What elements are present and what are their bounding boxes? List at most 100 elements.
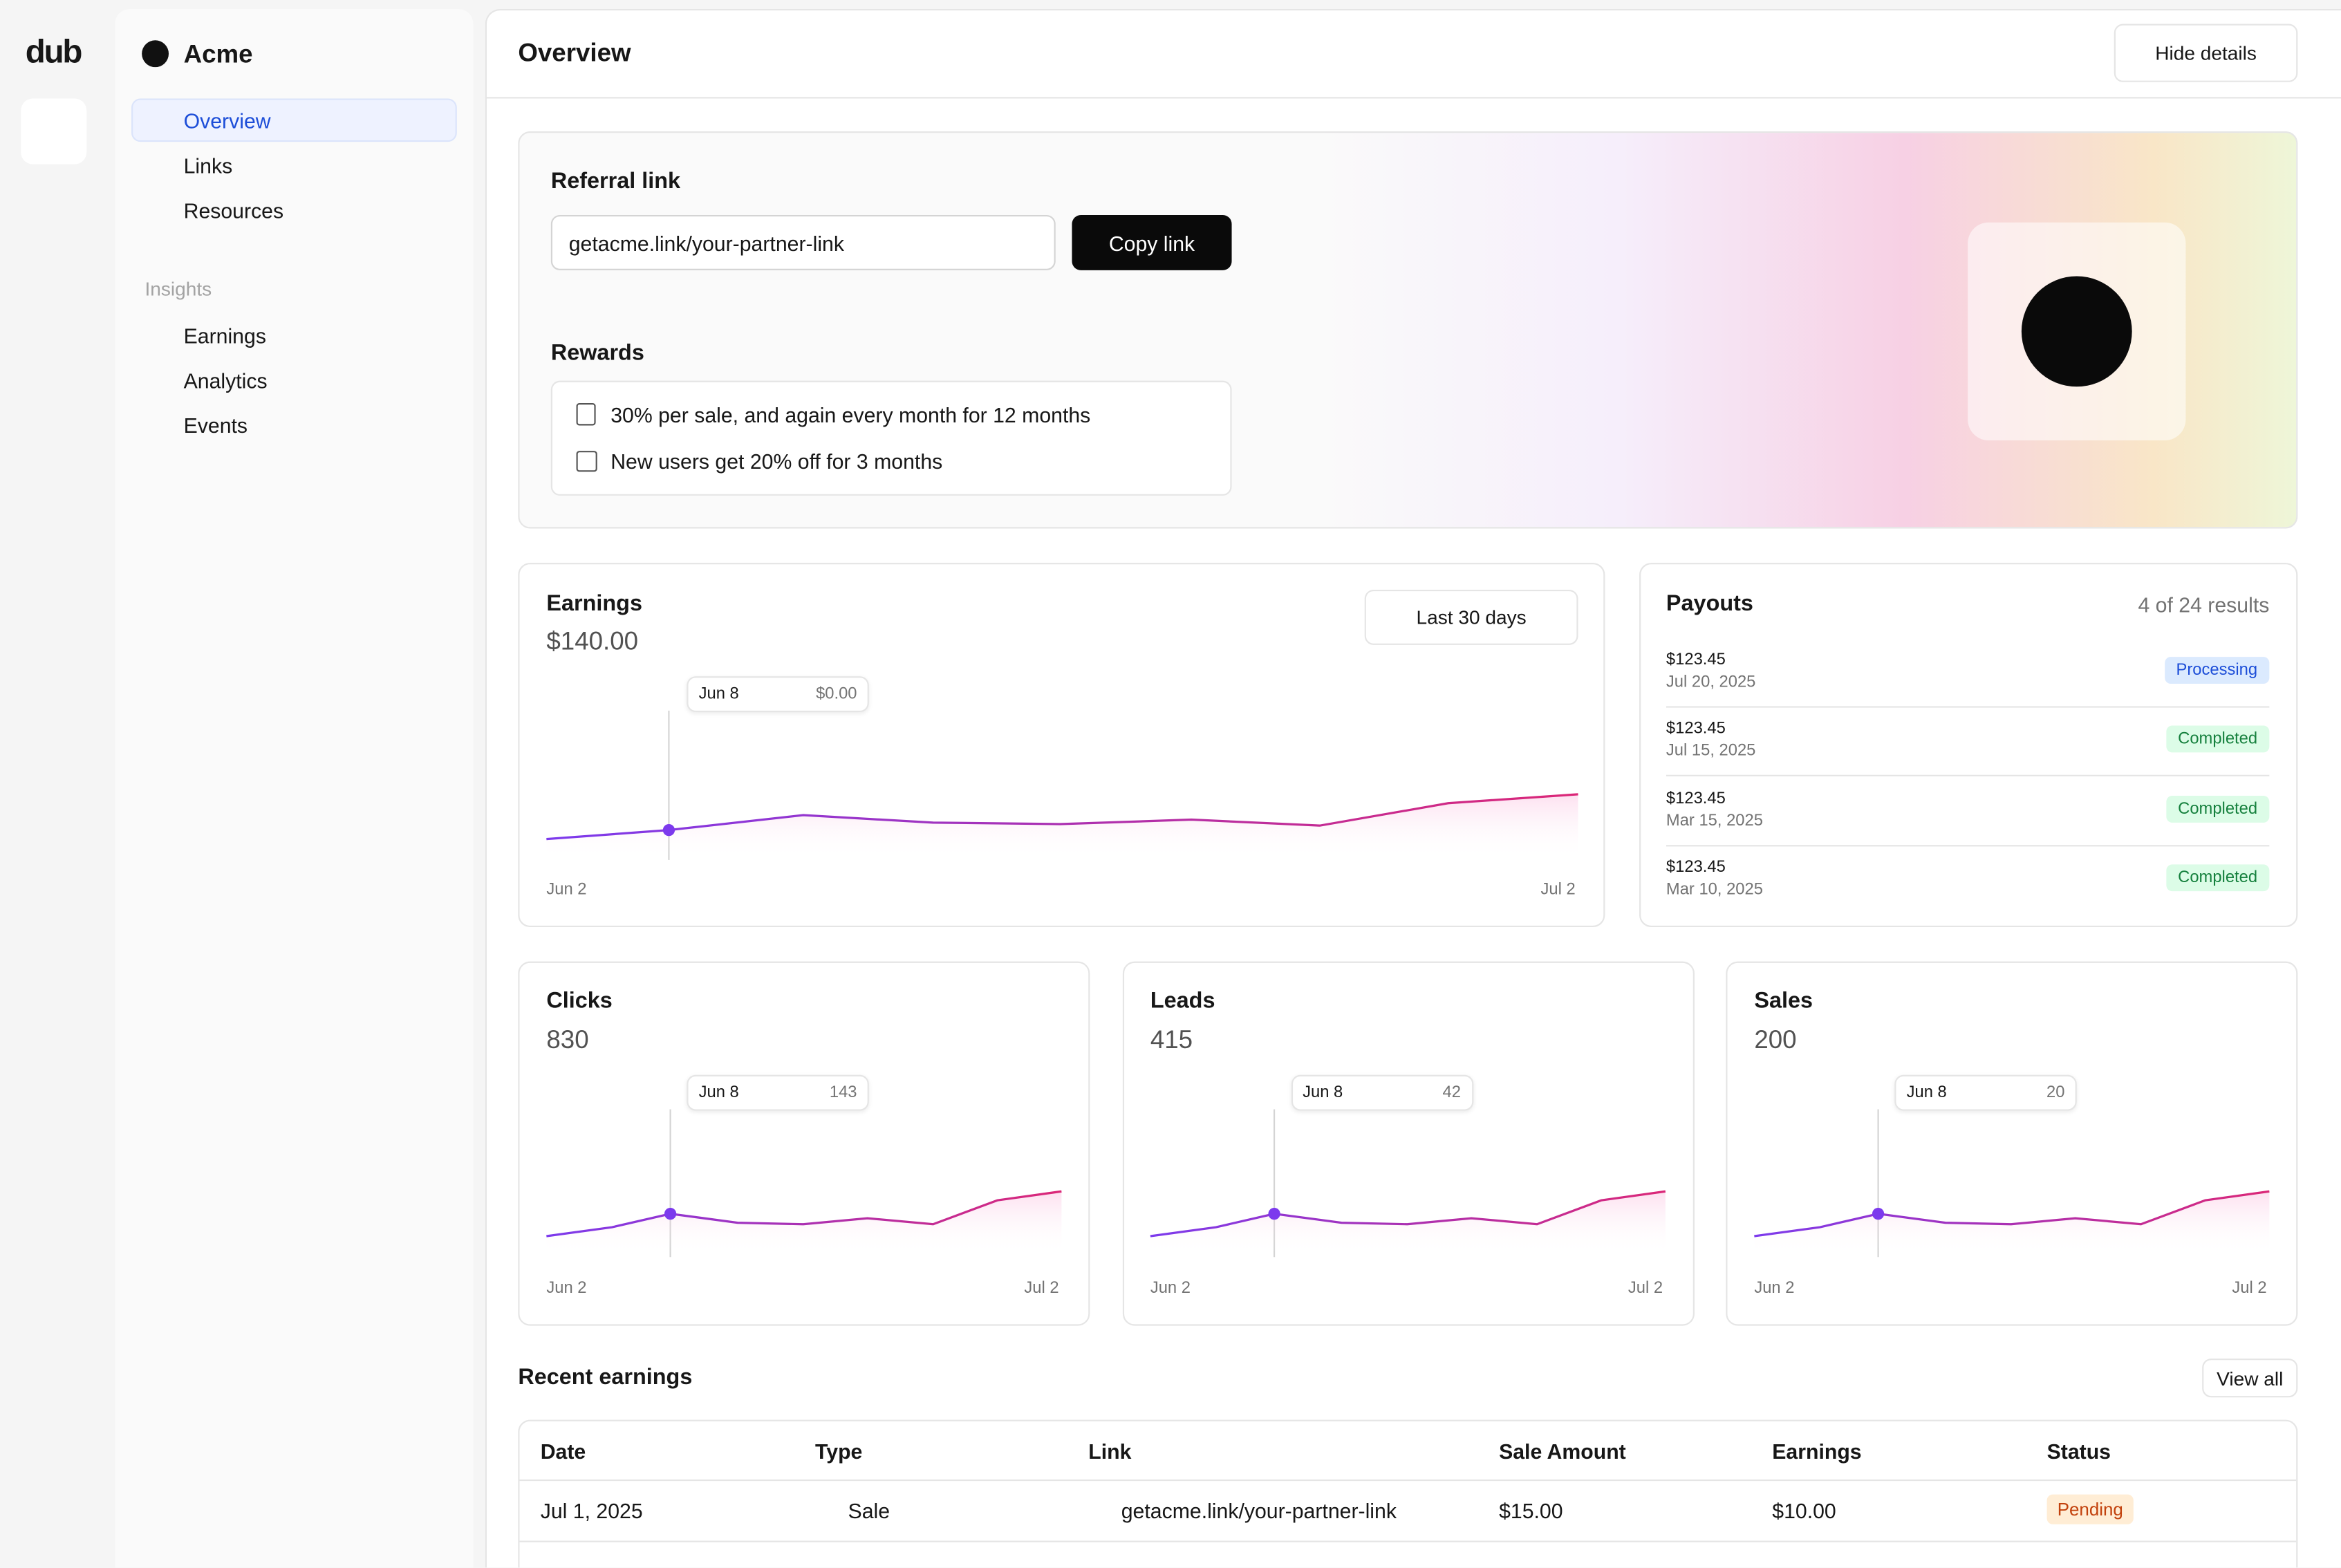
card-total: 415 [1150, 1025, 1193, 1054]
payout-status: Processing [2164, 657, 2270, 684]
x-label: Jul 2 [1024, 1279, 1059, 1298]
column-header[interactable]: Link [1088, 1439, 1132, 1464]
nav-item[interactable]: Events [183, 413, 248, 438]
x-label: Jun 2 [1150, 1279, 1191, 1298]
card-total: 830 [546, 1025, 589, 1054]
tooltip: Jun 8 20 [1894, 1074, 2077, 1111]
stat-card [1121, 961, 1694, 1326]
card-title: Earnings [546, 591, 642, 617]
payout-date: Jul 15, 2025 [1666, 742, 1756, 760]
button-label: View all [2217, 1366, 2284, 1390]
cell: Sale [848, 1499, 890, 1523]
tooltip-value: 42 [1442, 1083, 1462, 1102]
column-header[interactable]: Earnings [1772, 1439, 1862, 1464]
logo: dub [25, 32, 83, 71]
payout-date: Mar 10, 2025 [1666, 880, 1763, 899]
card-title: Leads [1150, 988, 1215, 1014]
card-title: Clicks [546, 988, 613, 1014]
brand-logo [2021, 276, 2132, 387]
line [1754, 1190, 2270, 1238]
payout-date: Mar 15, 2025 [1666, 811, 1763, 830]
card-title: Sales [1754, 988, 1813, 1014]
tooltip-date: Jun 8 [1303, 1083, 1343, 1102]
nav-item[interactable]: Resources [183, 198, 284, 223]
card-total: 200 [1754, 1025, 1797, 1054]
tooltip-value: 20 [2046, 1083, 2065, 1102]
copy-link[interactable]: Copy link [1072, 214, 1232, 270]
tooltip-date: Jun 8 [1906, 1083, 1947, 1102]
cell: getacme.link/your-partner-link [1121, 1499, 1397, 1523]
nav-item[interactable]: Overview [183, 109, 271, 133]
reward: New users get 20% off for 3 months [610, 449, 943, 474]
range-select[interactable]: Last 30 days [1364, 589, 1578, 645]
line [546, 1190, 1062, 1238]
section-label: Insights [144, 277, 212, 301]
line [546, 793, 1578, 841]
nav-item[interactable]: Analytics [183, 368, 268, 393]
row-divider [519, 1480, 2297, 1482]
nav-item[interactable]: Earnings [183, 324, 266, 348]
referral-title: Referral link [550, 169, 681, 194]
x-label: Jun 2 [546, 1279, 587, 1298]
tooltip: Jun 8 $0.00 [687, 676, 869, 713]
reward-icon [576, 403, 596, 426]
workspace[interactable]: Acme [183, 40, 253, 69]
x-label: Jul 2 [2232, 1279, 2267, 1298]
column-header[interactable]: Type [815, 1439, 863, 1464]
nav-item[interactable]: Links [183, 153, 233, 178]
area [546, 1191, 1062, 1254]
table [518, 1419, 2298, 1568]
column-header[interactable]: Status [2046, 1439, 2111, 1464]
button-label: Copy link [1108, 230, 1195, 255]
range-label: Last 30 days [1416, 606, 1527, 629]
workspace-logo [142, 40, 169, 68]
payout-amount: $123.45 [1666, 651, 1726, 669]
payout-date: Jul 20, 2025 [1666, 673, 1756, 691]
referral-input[interactable]: getacme.link/your-partner-link [550, 214, 1056, 270]
payout-amount: $123.45 [1666, 858, 1726, 877]
tooltip-value: $0.00 [816, 685, 857, 704]
status-badge: Pending [2046, 1494, 2134, 1524]
area [546, 794, 1578, 859]
column-header[interactable]: Date [540, 1439, 586, 1464]
hover-dot [1268, 1207, 1280, 1220]
payout-amount: $123.45 [1666, 720, 1726, 738]
tooltip: Jun 8 42 [1290, 1074, 1473, 1111]
column-header[interactable]: Sale Amount [1499, 1439, 1626, 1464]
view-all[interactable]: View all [2202, 1359, 2298, 1398]
rail-active[interactable] [21, 98, 87, 165]
tooltip-date: Jun 8 [698, 685, 739, 704]
cell: $15.00 [1499, 1499, 1563, 1523]
cell: $10.00 [1772, 1499, 1836, 1523]
tooltip-date: Jun 8 [698, 1083, 739, 1102]
section-title: Recent earnings [518, 1364, 693, 1390]
payout-status: Completed [2165, 795, 2270, 822]
hover-dot [1872, 1207, 1885, 1220]
header-divider [485, 97, 2341, 99]
hide-details[interactable]: Hide details [2114, 24, 2298, 82]
tooltip: Jun 8 143 [687, 1074, 869, 1111]
button-label: Hide details [2155, 41, 2257, 64]
x-label: Jul 2 [1627, 1279, 1663, 1298]
hover-dot [664, 1207, 677, 1220]
reward-icon [576, 451, 597, 472]
line [1150, 1190, 1666, 1238]
rewards-title: Rewards [550, 340, 644, 366]
area [1754, 1191, 2270, 1254]
area [1150, 1191, 1666, 1254]
payout-amount: $123.45 [1666, 789, 1726, 808]
payouts-count: 4 of 24 results [2138, 592, 2270, 617]
nav-active [131, 98, 457, 142]
rewards-box [550, 380, 1232, 496]
stat-card [1726, 961, 2298, 1326]
x-label: Jun 2 [1754, 1279, 1795, 1298]
row-divider [1666, 775, 2270, 777]
x-label: Jul 2 [1540, 881, 1576, 899]
row-divider [1666, 844, 2270, 846]
row-divider [519, 1540, 2297, 1542]
x-label: Jun 2 [546, 881, 587, 899]
